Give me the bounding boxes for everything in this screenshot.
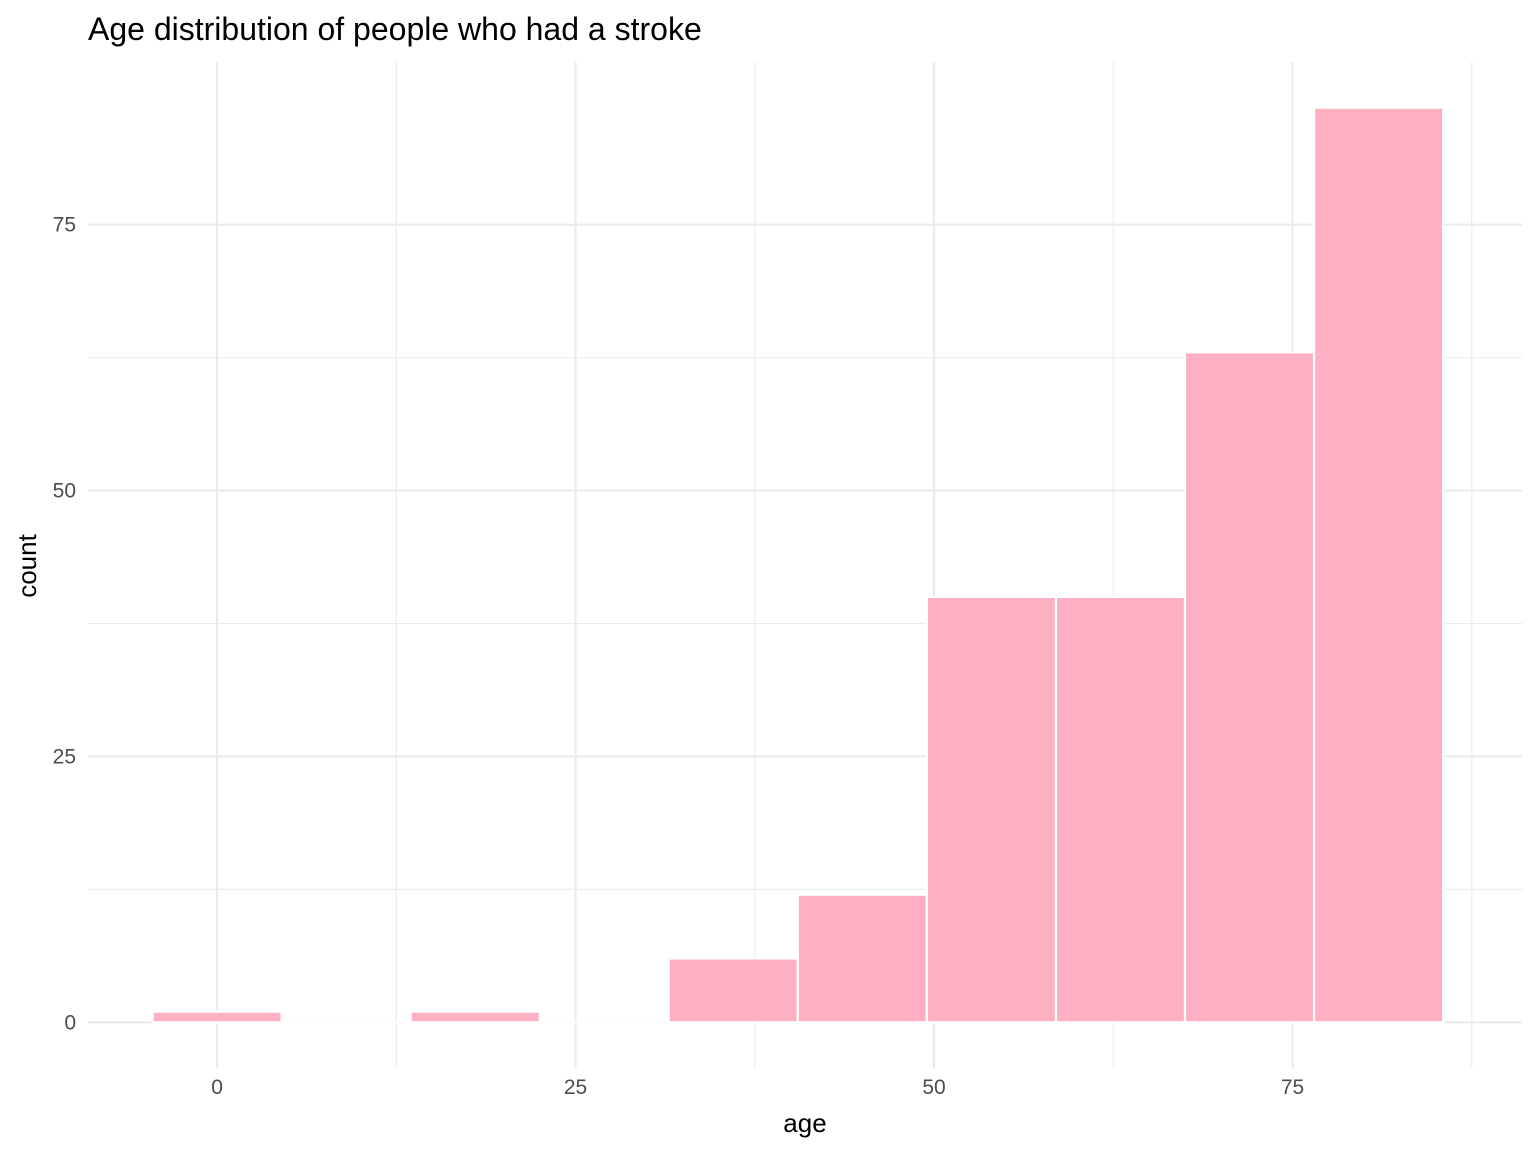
histogram-bars — [151, 106, 1445, 1024]
x-tick-label: 0 — [211, 1076, 223, 1099]
x-tick-label: 50 — [922, 1076, 945, 1099]
histogram-bar — [1312, 106, 1445, 1024]
y-axis-title: count — [12, 533, 42, 597]
histogram-bar — [409, 1010, 541, 1024]
y-tick-label: 50 — [53, 480, 76, 503]
x-tick-label: 75 — [1281, 1076, 1304, 1099]
y-tick-label: 75 — [53, 214, 76, 237]
histogram-bar — [667, 957, 799, 1024]
y-tick-label: 0 — [64, 1011, 76, 1034]
histogram-bar — [796, 893, 928, 1024]
x-axis-ticks: 0 25 50 75 — [211, 1076, 1304, 1099]
histogram-bar — [151, 1010, 283, 1024]
y-tick-label: 25 — [53, 745, 76, 768]
histogram-bar — [925, 595, 1058, 1024]
y-axis-ticks: 0 25 50 75 — [53, 214, 76, 1035]
x-axis-title: age — [783, 1108, 826, 1138]
chart-title: Age distribution of people who had a str… — [88, 11, 702, 47]
histogram-bar — [1054, 595, 1187, 1024]
x-tick-label: 25 — [564, 1076, 587, 1099]
histogram-bar — [1183, 351, 1316, 1024]
